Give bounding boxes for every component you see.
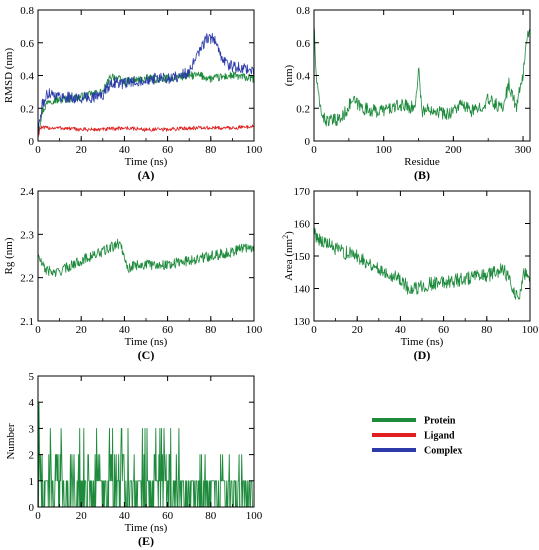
- x-tick-label: 100: [375, 144, 392, 156]
- x-tick-label: 20: [76, 324, 88, 336]
- x-tick-label: 60: [162, 144, 174, 156]
- x-tick-label: 60: [162, 510, 174, 522]
- legend-label-ligand: Ligand: [424, 431, 455, 442]
- panel-label-d: (D): [414, 348, 431, 362]
- y-tick-label: 170: [294, 186, 311, 198]
- y-tick-label: 0.6: [20, 38, 34, 50]
- panel-label-b: (B): [414, 168, 430, 182]
- series-complex-a: [37, 32, 255, 136]
- x-axis-label: Time (ns): [125, 522, 168, 534]
- y-axis-label: Area (nm2): [281, 231, 295, 281]
- y-tick-label: 3: [29, 423, 35, 435]
- panel-label-a: (A): [138, 168, 155, 182]
- y-axis-label: Number: [5, 423, 17, 459]
- series-protein-e: [38, 401, 254, 508]
- y-axis-label: RMSD (nm): [3, 48, 15, 104]
- x-tick-label: 20: [352, 324, 364, 336]
- y-tick-label: 130: [294, 316, 311, 328]
- y-tick-label: 0.6: [296, 38, 310, 50]
- y-tick-label: 0.4: [296, 71, 310, 83]
- x-tick-label: 300: [515, 144, 532, 156]
- panel-label-e: (E): [138, 534, 154, 548]
- x-tick-label: 40: [119, 144, 131, 156]
- y-tick-label: 0: [305, 136, 311, 148]
- chart-b: 0 100 200 300 0 0.2 0.4 0.6 0.8 Residue (nm) (B): [283, 5, 532, 182]
- y-tick-label: 0: [29, 502, 35, 514]
- x-tick-label: 60: [162, 324, 174, 336]
- legend: Protein Ligand Complex: [372, 416, 462, 457]
- x-tick-label: 40: [119, 324, 131, 336]
- y-tick-label: 0.2: [296, 103, 310, 115]
- y-tick-label: 2.1: [20, 316, 34, 328]
- plot-frame: [313, 9, 531, 142]
- x-tick-label: 0: [311, 324, 317, 336]
- chart-d: 0 20 40 60 80 100 130 140 150 160 170 Time (ns) Area…: [281, 186, 539, 362]
- y-tick-label: 0.8: [20, 5, 34, 17]
- x-tick-label: 20: [76, 510, 88, 522]
- y-tick-label: 2.2: [20, 273, 34, 285]
- x-tick-label: 0: [35, 324, 41, 336]
- y-tick-label: 0.4: [20, 71, 34, 83]
- y-tick-label: 5: [29, 371, 35, 383]
- x-tick-label: 40: [395, 324, 407, 336]
- y-axis-label-tail: ): [283, 231, 295, 235]
- y-tick-label: 4: [29, 397, 35, 409]
- x-tick-label: 100: [246, 324, 263, 336]
- x-tick-label: 80: [205, 510, 217, 522]
- x-tick-label: 100: [246, 510, 263, 522]
- x-axis-label: Residue: [404, 156, 440, 168]
- chart-e: 0 20 40 60 80 100 0 1 2 3 4 5 Time (ns) Number (E): [5, 371, 263, 548]
- chart-a: 0 20 40 60 80 100 0 0.2 0.4 0.6 0.8 Time (ns) RMSD (…: [3, 5, 263, 182]
- panel-label-c: (C): [138, 348, 155, 362]
- y-tick-label: 2.3: [20, 229, 34, 241]
- x-axis-label: Time (ns): [401, 336, 444, 348]
- x-tick-label: 60: [438, 324, 450, 336]
- x-tick-label: 20: [76, 144, 88, 156]
- y-tick-label: 0.8: [296, 5, 310, 17]
- x-tick-label: 200: [445, 144, 462, 156]
- x-tick-label: 0: [35, 144, 41, 156]
- x-axis-label: Time (ns): [125, 156, 168, 168]
- y-tick-label: 2: [29, 450, 35, 462]
- y-tick-label: 1: [29, 476, 35, 488]
- x-tick-label: 80: [205, 144, 217, 156]
- y-axis-label: (nm): [283, 64, 295, 86]
- x-tick-label: 80: [205, 324, 217, 336]
- y-tick-label: 0: [29, 136, 35, 148]
- series-protein-c: [37, 238, 255, 277]
- x-axis-label: Time (ns): [125, 336, 168, 348]
- x-tick-label: 100: [522, 324, 539, 336]
- plot-frame: [37, 190, 255, 322]
- y-axis-label: Rg (nm): [3, 237, 15, 274]
- chart-c: 0 20 40 60 80 100 2.1 2.2 2.3 2.4 Time (ns) Rg (nm)…: [3, 186, 263, 362]
- legend-label-protein: Protein: [424, 416, 456, 427]
- x-tick-label: 0: [35, 510, 41, 522]
- x-tick-label: 100: [246, 144, 263, 156]
- y-tick-label: 150: [294, 251, 311, 263]
- series-protein-d: [313, 228, 531, 300]
- series-ligand-a: [37, 124, 255, 139]
- y-axis-label-sup: 2: [281, 235, 290, 239]
- x-tick-label: 40: [119, 510, 131, 522]
- series-protein-b: [313, 25, 531, 127]
- x-tick-label: 80: [481, 324, 493, 336]
- y-tick-label: 160: [294, 219, 311, 231]
- y-tick-label: 2.4: [20, 186, 34, 198]
- legend-label-complex: Complex: [424, 446, 462, 457]
- x-tick-label: 0: [311, 144, 317, 156]
- y-tick-label: 0.2: [20, 103, 34, 115]
- y-tick-label: 140: [294, 284, 311, 296]
